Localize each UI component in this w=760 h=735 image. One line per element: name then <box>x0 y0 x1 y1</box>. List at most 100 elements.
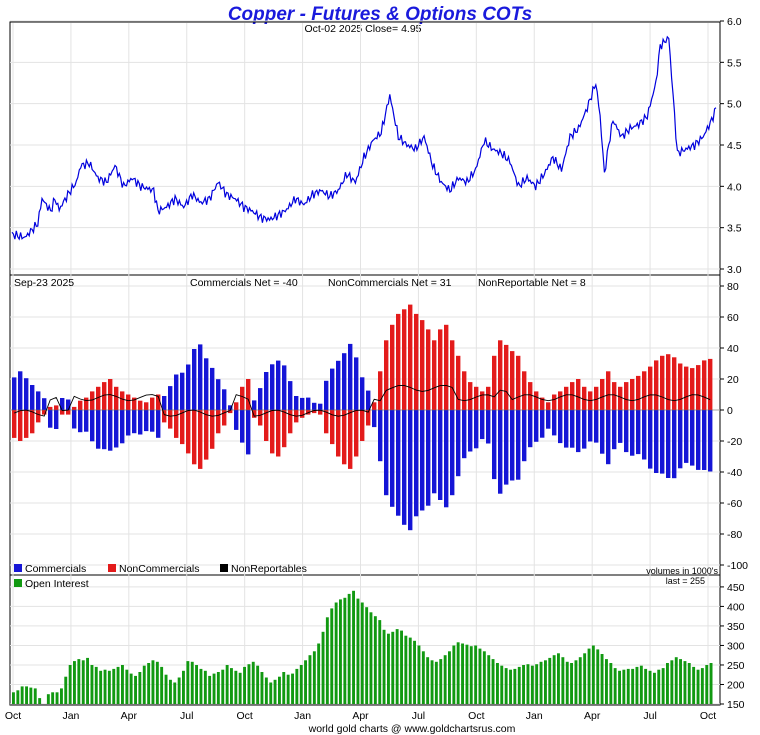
open-interest-bar <box>504 668 508 704</box>
commercials-bar <box>558 410 563 444</box>
commercials-bar <box>462 410 467 459</box>
open-interest-bar <box>439 659 443 704</box>
noncommercials-bar <box>360 410 365 441</box>
open-interest-bar <box>173 682 177 704</box>
open-interest-bar <box>382 629 386 704</box>
noncommercials-bar <box>234 402 239 411</box>
open-interest-bar <box>670 660 674 704</box>
oi-y-tick-label: 450 <box>727 582 745 594</box>
open-interest-bar <box>622 669 626 704</box>
noncommercials-bar <box>522 371 527 411</box>
oi-y-tick-label: 250 <box>727 660 745 672</box>
noncommercials-bar <box>576 379 581 410</box>
open-interest-bar <box>583 653 587 704</box>
noncommercials-bar <box>618 386 623 411</box>
commercials-net-label: Commercials Net = -40 <box>190 277 298 289</box>
commercials-bar <box>492 410 497 480</box>
noncommercials-bar <box>408 304 413 410</box>
open-interest-bar <box>474 645 478 704</box>
noncommercials-bar <box>528 382 533 410</box>
noncommercials-bar <box>660 355 665 411</box>
open-interest-bar <box>347 593 351 704</box>
price-y-tick-label: 6.0 <box>727 16 742 28</box>
noncommercials-bar <box>246 379 251 410</box>
open-interest-bar <box>469 646 473 704</box>
commercials-bar <box>246 410 251 455</box>
open-interest-bar <box>535 664 539 704</box>
noncommercials-bar <box>48 406 53 410</box>
open-interest-bar <box>661 668 665 704</box>
open-interest-bar <box>631 668 635 704</box>
commercials-bar <box>576 410 581 453</box>
legend-open-interest: Open Interest <box>25 578 89 590</box>
open-interest-bar <box>565 661 569 704</box>
noncommercials-bar <box>612 382 617 410</box>
commercials-bar <box>336 360 341 410</box>
noncommercials-bar <box>390 324 395 411</box>
open-interest-bar <box>195 665 198 704</box>
noncommercials-bar <box>228 410 233 414</box>
noncommercials-bar <box>216 410 221 434</box>
x-tick-label: Jul <box>412 710 425 722</box>
open-interest-bar <box>186 661 190 704</box>
commercials-bar <box>702 410 707 470</box>
commercials-bar <box>708 410 713 472</box>
noncommercials-bar <box>102 382 107 410</box>
open-interest-bar <box>596 649 600 704</box>
open-interest-bar <box>452 645 456 704</box>
legend-commercials: Commercials <box>25 563 86 575</box>
noncommercials-bar <box>570 382 575 410</box>
open-interest-layer <box>12 590 713 704</box>
open-interest-bar <box>526 664 530 704</box>
price-line <box>11 35 717 241</box>
noncommercials-bar <box>12 410 17 438</box>
open-interest-bar <box>387 633 390 704</box>
x-tick-label: Jan <box>62 710 79 722</box>
commercials-bar <box>396 410 401 516</box>
open-interest-bar <box>308 655 312 704</box>
noncommercials-bar <box>60 410 65 415</box>
noncommercials-bar <box>252 410 257 418</box>
noncommercials-bar <box>258 410 263 426</box>
open-interest-bar <box>33 688 37 704</box>
chart-title: Copper - Futures & Options COTs <box>228 4 532 25</box>
commercials-bar <box>540 410 545 438</box>
open-interest-bar <box>121 665 124 704</box>
open-interest-bar <box>696 669 700 704</box>
open-interest-bar <box>373 616 377 704</box>
open-interest-bar <box>243 666 246 704</box>
commercials-bar <box>156 410 161 438</box>
noncommercials-bar <box>600 379 605 410</box>
open-interest-bar <box>51 692 55 704</box>
commercials-bar <box>660 410 665 474</box>
open-interest-bar <box>64 676 68 704</box>
open-interest-bar <box>434 661 438 704</box>
commercials-bar <box>360 377 365 410</box>
price-y-tick-label: 5.5 <box>727 57 742 69</box>
commercials-bar <box>630 410 635 456</box>
commercials-bar <box>420 410 425 511</box>
noncommercials-bar <box>378 371 383 411</box>
open-interest-bar <box>321 631 325 704</box>
open-interest-bar <box>134 675 137 704</box>
commercials-bar <box>468 410 473 452</box>
commercials-bar <box>636 410 641 455</box>
price-layer <box>11 35 717 241</box>
open-interest-bar <box>278 676 281 704</box>
noncommercials-bar <box>150 397 155 410</box>
open-interest-bar <box>482 651 486 704</box>
open-interest-bar <box>256 665 260 704</box>
commercials-bar <box>456 410 461 477</box>
cot-header-date: Sep-23 2025 <box>14 277 74 289</box>
commercials-bar <box>552 410 557 436</box>
commercials-bar <box>216 379 221 410</box>
open-interest-bar <box>700 668 704 704</box>
commercials-bar <box>408 410 413 531</box>
open-interest-bar <box>151 660 155 704</box>
open-interest-bar <box>461 643 464 704</box>
commercials-bar <box>516 410 521 480</box>
noncommercials-bar <box>168 410 173 429</box>
commercials-bar <box>606 410 611 465</box>
commercials-bar <box>390 410 395 507</box>
